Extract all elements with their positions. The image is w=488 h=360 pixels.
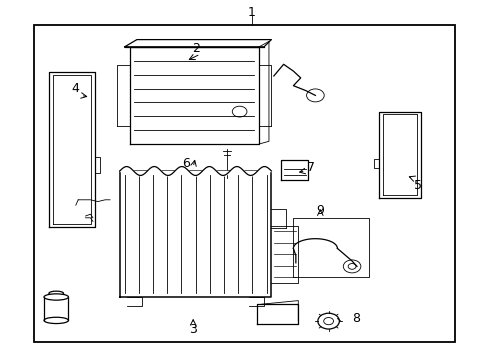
Text: 1: 1 <box>247 6 255 19</box>
Text: 7: 7 <box>306 161 314 174</box>
Text: 8: 8 <box>351 312 359 325</box>
Text: 5: 5 <box>413 179 421 192</box>
Text: 9: 9 <box>316 204 324 217</box>
Text: 6: 6 <box>182 157 189 170</box>
Text: 4: 4 <box>72 82 80 95</box>
Ellipse shape <box>44 294 68 300</box>
Text: 3: 3 <box>189 323 197 336</box>
Text: 2: 2 <box>191 42 199 55</box>
Bar <box>34 25 454 342</box>
